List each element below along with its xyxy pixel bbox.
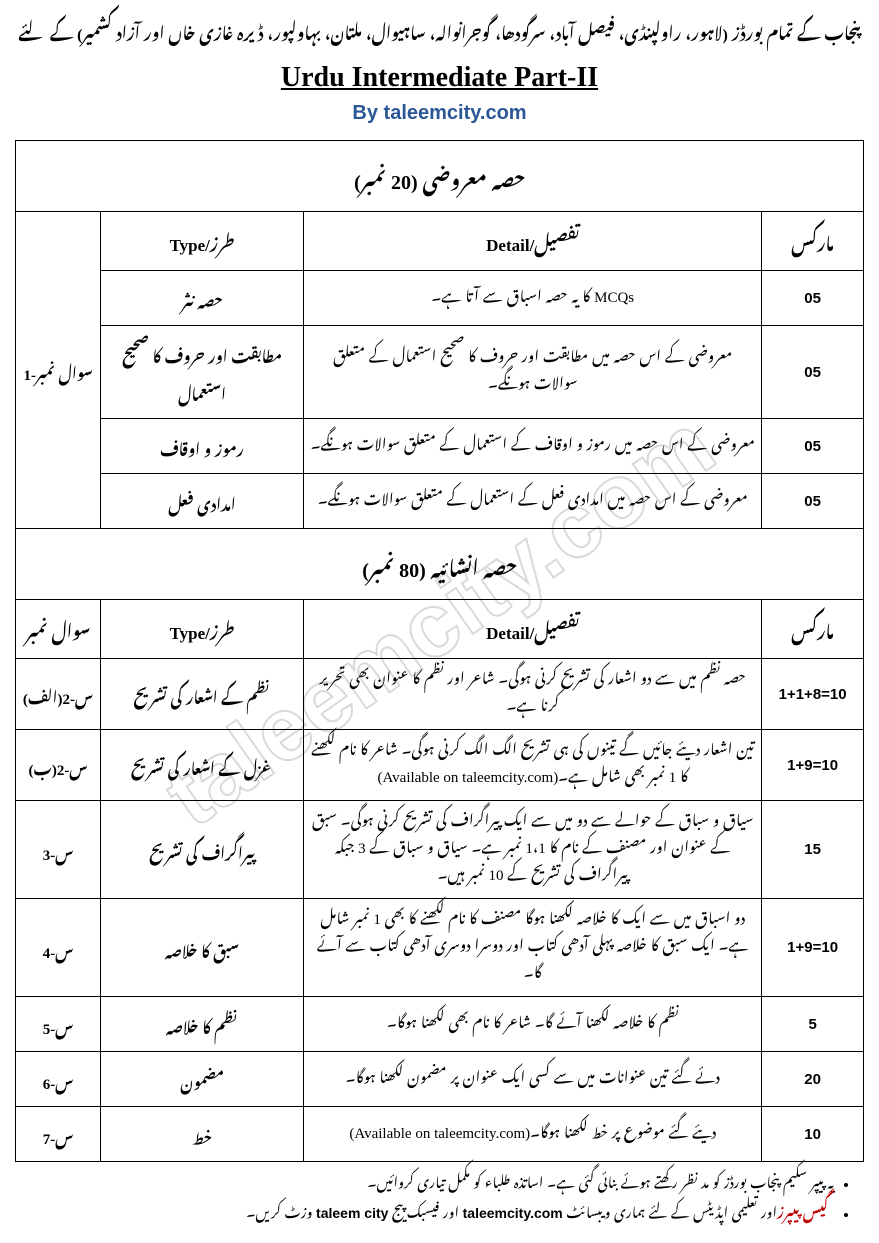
- type-cell: نظم کا خلاصہ: [100, 997, 304, 1052]
- col-marks-header: مارکس: [762, 212, 864, 271]
- red-label: گیس پیپرز: [777, 1207, 834, 1222]
- footer-note-1: یہ پیپر سکیم پنجاب بورڈز کو مد نظر رکھتے…: [15, 1174, 834, 1196]
- col-detail-header: تفصیل/Detail: [304, 212, 762, 271]
- detail-cell: دو اسباق میں سے ایک کا خلاصہ لکھنا ہوگا …: [304, 899, 762, 997]
- section1-header: حصہ معروضی (20 نمبر): [16, 141, 864, 212]
- marks-cell: 1+9=10: [762, 730, 864, 801]
- qnum-cell: س-2(الف): [16, 659, 101, 730]
- qnum-cell: س-5: [16, 997, 101, 1052]
- qnum-cell: س-3: [16, 801, 101, 899]
- marks-cell: 05: [762, 419, 864, 474]
- marks-cell: 05: [762, 474, 864, 529]
- detail-cell: دیئے گئے موضوع پر خط لکھنا ہوگا۔(Availab…: [304, 1107, 762, 1162]
- detail-cell: حصہ نظم میں سے دو اشعار کی تشریح کرنی ہو…: [304, 659, 762, 730]
- marks-cell: 1+1+8=10: [762, 659, 864, 730]
- table-row: امدادی فعل معروضی کے اس حصہ میں امدادی ف…: [16, 474, 864, 529]
- boards-list: پنجاب کے تمام بورڈز (لاہور، راولپنڈی، فی…: [15, 10, 864, 50]
- page-title: Urdu Intermediate Part-II: [15, 62, 864, 94]
- marks-cell: 15: [762, 801, 864, 899]
- q1-label: سوال نمبر-1: [16, 212, 101, 529]
- table-row: رموز و اوقاف معروضی کے اس حصہ میں رموز و…: [16, 419, 864, 474]
- footer-note-2: گیس پیپرزاور تعلیمی اپڈیٹس کے لئے ہماری …: [15, 1202, 834, 1226]
- qnum-cell: س-4: [16, 899, 101, 997]
- table-row: س-4 سبق کا خلاصہ دو اسباق میں سے ایک کا …: [16, 899, 864, 997]
- marks-cell: 05: [762, 271, 864, 326]
- detail-cell: تین اشعار دیئے جائیں گے تینوں کی ہی تشری…: [304, 730, 762, 801]
- detail-cell: نظم کا خلاصہ لکھنا آئے گا۔ شاعر کا نام ب…: [304, 997, 762, 1052]
- col-marks-header: مارکس: [762, 600, 864, 659]
- table-row: حصہ نثر MCQs کا یہ حصہ اسباق سے آتا ہے۔ …: [16, 271, 864, 326]
- col-detail-header: تفصیل/Detail: [304, 600, 762, 659]
- qnum-cell: س-2(ب): [16, 730, 101, 801]
- col-type-header: طرز/Type: [100, 212, 304, 271]
- detail-cell: معروضی کے اس حصہ میں مطابقت اور حروف کا …: [304, 326, 762, 419]
- detail-cell: معروضی کے اس حصہ میں رموز و اوقاف کے است…: [304, 419, 762, 474]
- type-cell: غزل کے اشعار کی تشریح: [100, 730, 304, 801]
- section1-table: حصہ معروضی (20 نمبر) سوال نمبر-1 طرز/Typ…: [15, 140, 864, 1162]
- section2-header: حصہ انشائیہ (80 نمبر): [16, 529, 864, 600]
- marks-cell: 5: [762, 997, 864, 1052]
- marks-cell: 20: [762, 1052, 864, 1107]
- detail-cell: سیاق و سباق کے حوالے سے دو میں سے ایک پی…: [304, 801, 762, 899]
- type-cell: نظم کے اشعار کی تشریح: [100, 659, 304, 730]
- footer-notes: یہ پیپر سکیم پنجاب بورڈز کو مد نظر رکھتے…: [15, 1174, 864, 1227]
- table-row: س-6 مضمون دئے گئے تین عنوانات میں سے کسی…: [16, 1052, 864, 1107]
- type-cell: رموز و اوقاف: [100, 419, 304, 474]
- marks-cell: 1+9=10: [762, 899, 864, 997]
- col-type-header: طرز/Type: [100, 600, 304, 659]
- type-cell: امدادی فعل: [100, 474, 304, 529]
- table-row: مطابقت اور حروف کا صحیح استعمال معروضی ک…: [16, 326, 864, 419]
- col-qnum-header: سوال نمبر: [16, 600, 101, 659]
- table-row: س-5 نظم کا خلاصہ نظم کا خلاصہ لکھنا آئے …: [16, 997, 864, 1052]
- detail-cell: معروضی کے اس حصہ میں امدادی فعل کے استعم…: [304, 474, 762, 529]
- qnum-cell: س-7: [16, 1107, 101, 1162]
- qnum-cell: س-6: [16, 1052, 101, 1107]
- type-cell: مطابقت اور حروف کا صحیح استعمال: [100, 326, 304, 419]
- marks-cell: 05: [762, 326, 864, 419]
- type-cell: پیراگراف کی تشریح: [100, 801, 304, 899]
- type-cell: مضمون: [100, 1052, 304, 1107]
- table-row: س-2(ب) غزل کے اشعار کی تشریح تین اشعار د…: [16, 730, 864, 801]
- detail-cell: MCQs کا یہ حصہ اسباق سے آتا ہے۔: [304, 271, 762, 326]
- table-row: س-7 خط دیئے گئے موضوع پر خط لکھنا ہوگا۔(…: [16, 1107, 864, 1162]
- detail-cell: دئے گئے تین عنوانات میں سے کسی ایک عنوان…: [304, 1052, 762, 1107]
- page-subtitle: By taleemcity.com: [15, 102, 864, 125]
- type-cell: حصہ نثر: [100, 271, 304, 326]
- marks-cell: 10: [762, 1107, 864, 1162]
- table-row: س-2(الف) نظم کے اشعار کی تشریح حصہ نظم م…: [16, 659, 864, 730]
- type-cell: خط: [100, 1107, 304, 1162]
- table-row: س-3 پیراگراف کی تشریح سیاق و سباق کے حوا…: [16, 801, 864, 899]
- type-cell: سبق کا خلاصہ: [100, 899, 304, 997]
